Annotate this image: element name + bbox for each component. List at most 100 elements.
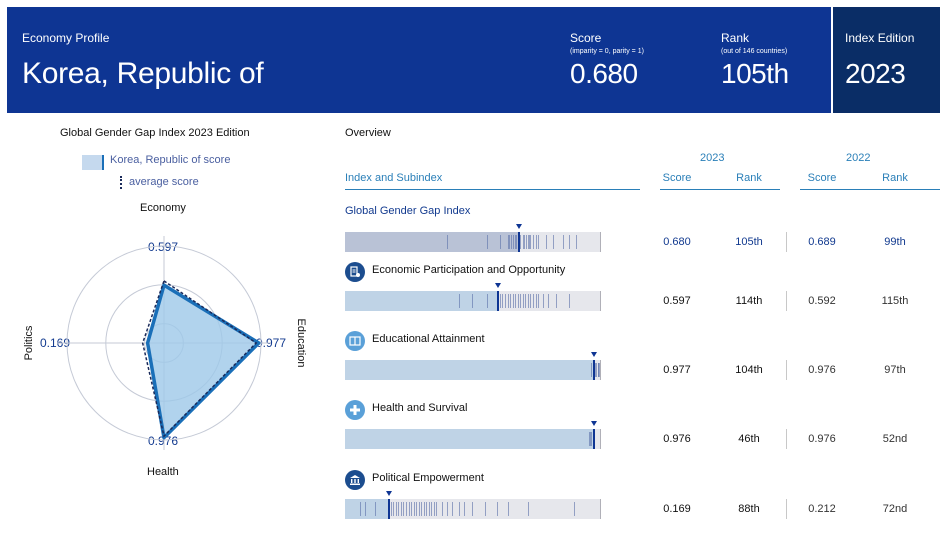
overview-title: Overview — [345, 127, 391, 139]
distribution-tick — [508, 294, 509, 308]
distribution-tick — [569, 235, 570, 249]
distribution-tick — [510, 294, 511, 308]
distribution-tick — [538, 235, 539, 249]
distribution-tick — [569, 294, 570, 308]
distribution-tick — [509, 235, 510, 249]
header-banner: Economy Profile Korea, Republic of Score… — [7, 7, 831, 113]
rank-value: 105th — [721, 58, 789, 89]
radar-title-bold: Global Gender Gap Index — [60, 127, 186, 139]
rank-econ: 114th — [735, 295, 763, 307]
rank-prev-econ: 115th — [881, 295, 909, 307]
distribution-tick — [398, 502, 399, 516]
health-cross-icon — [345, 400, 365, 420]
distribution-tick — [365, 502, 366, 516]
distribution-tick — [530, 235, 531, 249]
distribution-tick — [487, 294, 488, 308]
distribution-tick — [434, 502, 435, 516]
distribution-tick — [487, 235, 488, 249]
distribution-tick — [436, 502, 437, 516]
axis-label-health: Health — [147, 466, 179, 478]
row-title-econ: Economic Participation and Opportunity — [372, 264, 566, 276]
distribution-tick — [511, 235, 512, 249]
distribution-tick — [459, 502, 460, 516]
header-rule-left — [345, 189, 640, 190]
distribution-tick — [515, 294, 516, 308]
distribution-tick — [424, 502, 425, 516]
distribution-tick — [429, 502, 430, 516]
score-marker — [497, 291, 499, 311]
score-prev-pol: 0.212 — [808, 503, 836, 515]
score-marker-triangle — [516, 224, 522, 229]
axis-value-politics: 0.169 — [40, 336, 71, 350]
distribution-tick — [505, 294, 506, 308]
distribution-tick — [524, 235, 525, 249]
country-name: Korea, Republic of — [22, 57, 264, 90]
distribution-tick — [530, 294, 531, 308]
score-marker — [593, 360, 595, 380]
distribution-tick — [464, 502, 465, 516]
distribution-tick — [502, 294, 503, 308]
rank-ggg: 105th — [735, 236, 763, 248]
distribution-tick — [411, 502, 412, 516]
distribution-tick — [528, 235, 529, 249]
distribution-tick — [472, 294, 473, 308]
score-pol: 0.169 — [663, 503, 691, 515]
score-prev-econ: 0.592 — [808, 295, 836, 307]
distribution-tick — [523, 235, 524, 249]
score-prev-edu: 0.976 — [808, 364, 836, 376]
separator — [786, 360, 787, 380]
distribution-tick — [590, 432, 591, 446]
col-rank-prev-header: Rank — [882, 172, 908, 184]
row-title-edu: Educational Attainment — [372, 333, 485, 345]
score-marker-triangle — [591, 352, 597, 357]
axis-value-health: 0.976 — [148, 434, 179, 448]
radar-chart — [57, 236, 271, 450]
header: Economy Profile Korea, Republic of Score… — [0, 0, 947, 113]
score-note: (imparity = 0, parity = 1) — [570, 48, 644, 55]
distribution-tick — [409, 502, 410, 516]
row-title-health: Health and Survival — [372, 402, 468, 414]
distribution-tick — [548, 294, 549, 308]
distribution-tick — [515, 235, 516, 249]
distribution-tick — [538, 294, 539, 308]
col-index-header: Index and Subindex — [345, 172, 443, 184]
distribution-tick — [556, 294, 557, 308]
book-icon — [345, 331, 365, 351]
profile-label: Economy Profile — [22, 31, 110, 45]
radar-average-polygon — [141, 279, 258, 438]
distribution-tick — [528, 502, 529, 516]
distribution-tick — [513, 235, 514, 249]
rank-label: Rank — [721, 31, 750, 45]
distribution-tick — [459, 294, 460, 308]
distribution-tick — [375, 502, 376, 516]
distribution-tick — [520, 294, 521, 308]
distribution-tick — [500, 294, 501, 308]
distribution-tick — [533, 235, 534, 249]
distribution-tick — [396, 502, 397, 516]
legend-average-label: average score — [129, 176, 199, 188]
score-marker-triangle — [591, 421, 597, 426]
legend-country-swatch — [82, 155, 104, 170]
score-prev-health: 0.976 — [808, 433, 836, 445]
distribution-tick — [393, 502, 394, 516]
row-title-ggg: Global Gender Gap Index — [345, 205, 471, 217]
score-value: 0.680 — [570, 58, 638, 89]
separator — [786, 429, 787, 449]
score-econ: 0.597 — [663, 295, 691, 307]
distribution-tick — [391, 502, 392, 516]
row-title-pol: Political Empowerment — [372, 472, 484, 484]
score-health: 0.976 — [663, 433, 691, 445]
radar-title: Global Gender Gap Index 2023 Edition — [60, 127, 250, 139]
distribution-tick — [543, 294, 544, 308]
header-rule-2023 — [660, 189, 780, 190]
score-label: Score — [570, 31, 602, 45]
distribution-tick — [526, 235, 527, 249]
score-edu: 0.977 — [663, 364, 691, 376]
axis-label-economy: Economy — [140, 202, 186, 214]
distribution-tick — [536, 235, 537, 249]
distribution-tick — [414, 502, 415, 516]
axis-value-education: 0.977 — [256, 336, 287, 350]
score-marker-triangle — [386, 491, 392, 496]
distribution-tick — [431, 502, 432, 516]
distribution-tick — [525, 294, 526, 308]
